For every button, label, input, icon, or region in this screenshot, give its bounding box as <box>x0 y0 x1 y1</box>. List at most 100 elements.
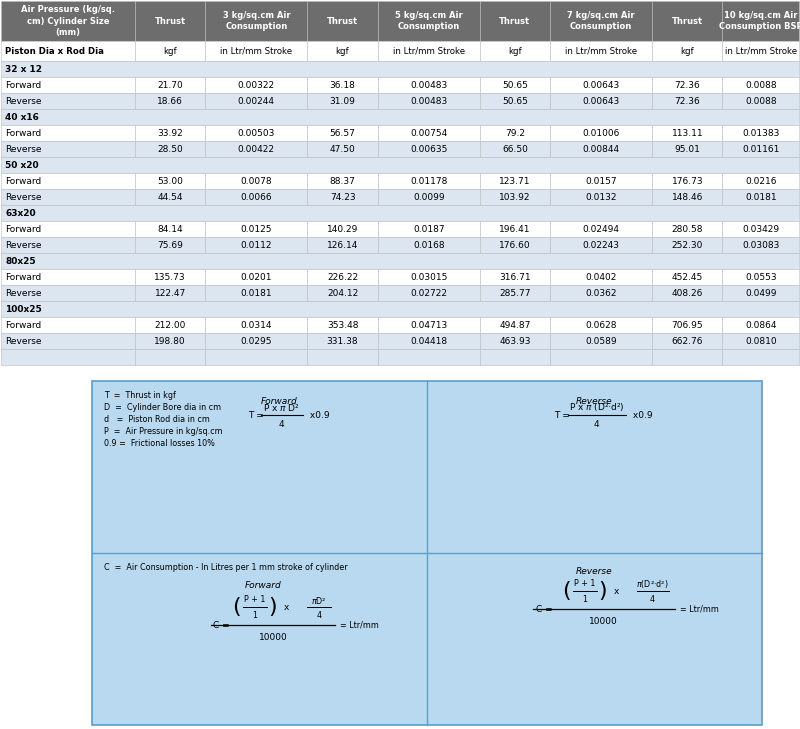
Bar <box>206 77 307 93</box>
Bar <box>480 1 550 41</box>
Text: 494.87: 494.87 <box>499 321 530 330</box>
Bar <box>378 141 480 157</box>
Bar <box>722 93 799 109</box>
Text: kgf: kgf <box>163 47 177 55</box>
Bar <box>135 41 206 61</box>
Bar <box>1 269 135 285</box>
Text: 126.14: 126.14 <box>327 241 358 249</box>
Bar <box>722 1 799 41</box>
Bar <box>378 317 480 333</box>
Bar <box>307 141 378 157</box>
Bar <box>652 173 722 189</box>
Bar <box>307 349 378 365</box>
Text: Forward: Forward <box>5 128 42 138</box>
Text: 452.45: 452.45 <box>672 273 703 281</box>
Text: (: ( <box>562 581 571 601</box>
Bar <box>206 285 307 301</box>
Text: Reverse: Reverse <box>576 566 613 575</box>
Text: 40 x16: 40 x16 <box>5 112 39 122</box>
Text: in Ltr/mm Stroke: in Ltr/mm Stroke <box>725 47 797 55</box>
Text: 50.65: 50.65 <box>502 80 528 90</box>
Bar <box>307 237 378 253</box>
Text: d   =  Piston Rod dia in cm: d = Piston Rod dia in cm <box>104 415 210 424</box>
Bar <box>722 349 799 365</box>
Bar <box>652 237 722 253</box>
Bar <box>480 77 550 93</box>
Text: x: x <box>614 587 619 596</box>
Text: 212.00: 212.00 <box>154 321 186 330</box>
Bar <box>550 237 652 253</box>
Text: 0.0088: 0.0088 <box>745 96 777 106</box>
Bar <box>135 333 206 349</box>
Text: 4: 4 <box>650 595 655 604</box>
Bar <box>550 93 652 109</box>
Text: Thrust: Thrust <box>672 17 703 26</box>
Text: P x $\pi$ D²: P x $\pi$ D² <box>263 402 300 413</box>
Bar <box>135 93 206 109</box>
Bar <box>1 221 135 237</box>
Text: 0.0181: 0.0181 <box>745 192 777 201</box>
Text: 0.01383: 0.01383 <box>742 128 779 138</box>
Text: 331.38: 331.38 <box>326 337 358 346</box>
Text: 140.29: 140.29 <box>327 225 358 233</box>
Text: 0.02722: 0.02722 <box>410 289 447 297</box>
Text: 0.00322: 0.00322 <box>238 80 275 90</box>
Text: 0.0078: 0.0078 <box>241 176 272 185</box>
Bar <box>550 173 652 189</box>
Bar <box>206 1 307 41</box>
Text: 0.01161: 0.01161 <box>742 144 779 154</box>
Text: (: ( <box>233 597 241 617</box>
Text: P x $\pi$ (D²·d²): P x $\pi$ (D²·d²) <box>569 401 624 413</box>
Text: 0.0125: 0.0125 <box>241 225 272 233</box>
Text: C =: C = <box>213 620 232 630</box>
Bar <box>206 173 307 189</box>
Text: 0.0402: 0.0402 <box>586 273 617 281</box>
Bar <box>135 1 206 41</box>
Bar <box>307 173 378 189</box>
Text: 0.0362: 0.0362 <box>586 289 617 297</box>
Text: 79.2: 79.2 <box>505 128 525 138</box>
Bar <box>1 285 135 301</box>
Bar <box>480 125 550 141</box>
Bar <box>550 221 652 237</box>
Text: 4: 4 <box>278 419 285 429</box>
Bar <box>378 269 480 285</box>
Bar <box>206 189 307 205</box>
Text: ): ) <box>598 581 607 601</box>
Bar <box>1 41 135 61</box>
Bar <box>135 77 206 93</box>
Bar <box>206 125 307 141</box>
Text: 44.54: 44.54 <box>158 192 183 201</box>
Bar <box>652 93 722 109</box>
Text: C  =  Air Consumption - In Litres per 1 mm stroke of cylinder: C = Air Consumption - In Litres per 1 mm… <box>104 563 348 572</box>
Bar <box>1 317 135 333</box>
Text: 1: 1 <box>252 610 258 620</box>
Text: 0.03083: 0.03083 <box>742 241 779 249</box>
Bar <box>652 269 722 285</box>
Text: ): ) <box>269 597 277 617</box>
Text: 198.80: 198.80 <box>154 337 186 346</box>
Text: Reverse: Reverse <box>5 192 42 201</box>
Text: 0.0216: 0.0216 <box>745 176 777 185</box>
Text: in Ltr/mm Stroke: in Ltr/mm Stroke <box>393 47 465 55</box>
Text: 0.0099: 0.0099 <box>413 192 445 201</box>
Bar <box>378 237 480 253</box>
Bar <box>652 125 722 141</box>
Bar <box>550 285 652 301</box>
Text: 0.00422: 0.00422 <box>238 144 275 154</box>
Text: x: x <box>284 602 290 612</box>
Text: T =: T = <box>248 410 266 419</box>
Text: 0.03015: 0.03015 <box>410 273 447 281</box>
Text: kgf: kgf <box>336 47 350 55</box>
Bar <box>1 1 135 41</box>
Bar <box>206 333 307 349</box>
Text: 0.0314: 0.0314 <box>241 321 272 330</box>
Bar <box>135 349 206 365</box>
Text: 74.23: 74.23 <box>330 192 355 201</box>
Text: in Ltr/mm Stroke: in Ltr/mm Stroke <box>565 47 637 55</box>
Text: D  =  Cylinder Bore dia in cm: D = Cylinder Bore dia in cm <box>104 402 221 411</box>
Bar <box>206 141 307 157</box>
Bar <box>135 269 206 285</box>
Bar <box>378 173 480 189</box>
Text: Forward: Forward <box>5 321 42 330</box>
